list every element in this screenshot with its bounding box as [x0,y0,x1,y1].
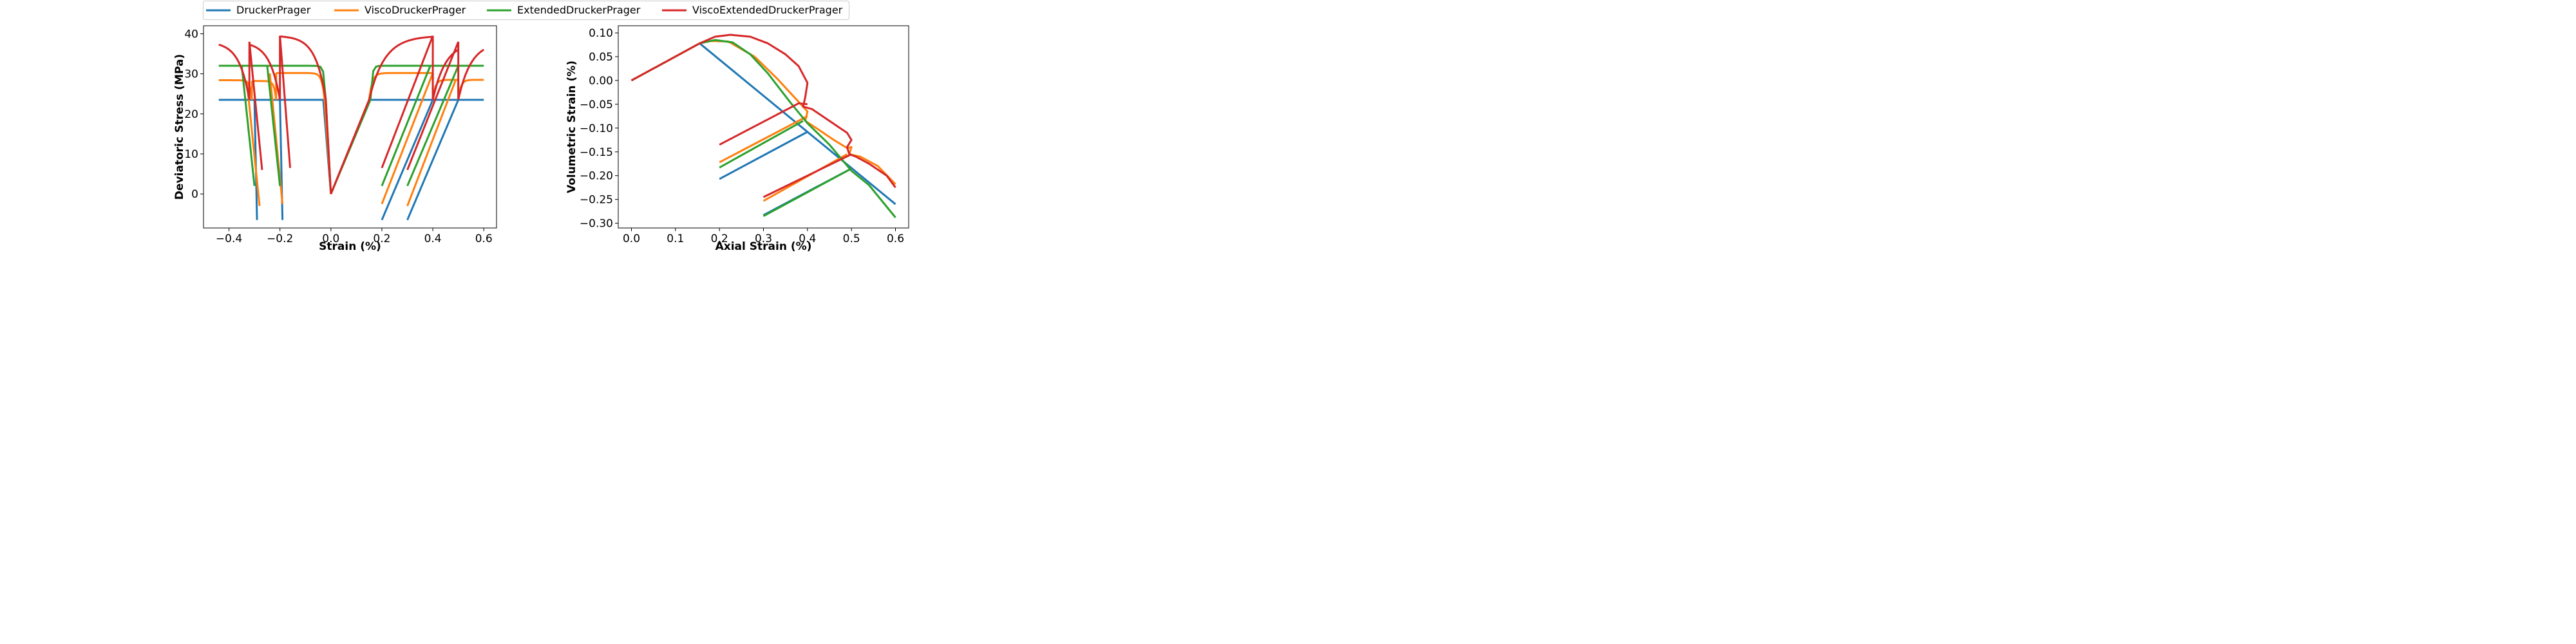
x-tick-label-1: 0.1 [667,232,684,245]
series-line-2-4 [381,65,431,187]
legend: DruckerPrager ViscoDruckerPrager ExtendedD… [203,1,849,20]
series-ExtendedDruckerPrager [630,39,896,218]
series-line-2-2 [762,167,852,217]
y-tick-label-4: 40 [184,28,198,41]
series-line-0-4 [381,99,434,221]
series-ViscoExtendedDruckerPrager [218,35,485,194]
series-line-3-7 [330,35,433,194]
series-line-1-0 [630,40,896,185]
x-tick-label-3: 0.3 [755,232,772,245]
y-tick-label-2: 0.00 [589,75,613,88]
legend-label-3: ViscoExtendedDruckerPrager [692,4,843,16]
series-line-3-1 [719,102,808,146]
series-line-3-5 [248,41,263,170]
x-tick-label-0: −0.4 [216,232,242,245]
x-axis-label: Strain (%) [319,240,381,252]
plot-frame [203,25,497,229]
y-tick-label-8: −0.30 [580,218,613,231]
series-line-2-2 [266,66,281,186]
series-line-1-2 [251,80,278,100]
series-line-0-5 [406,99,460,221]
series-line-3-0 [279,35,332,194]
x-tick-label-3: 0.2 [373,232,390,245]
y-tick-label-1: 10 [184,148,198,161]
y-tick-label-4: −0.10 [580,122,613,135]
series-line-3-0 [630,33,896,189]
x-tick-label-2: 0.2 [711,232,728,245]
series-line-3-12 [381,35,434,169]
plot-area [630,33,896,218]
legend-label-2: ExtendedDruckerPrager [517,4,641,16]
x-tick-label-4: 0.4 [424,232,442,245]
legend-frame [203,1,849,20]
y-tick-label-5: −0.15 [580,146,613,159]
y-axis-label: Deviatoric Stress (MPa) [173,54,186,200]
legend-label-0: DruckerPrager [236,4,311,16]
series-line-2-1 [719,120,804,169]
plot-frame [618,25,909,229]
y-tick-label-0: 0 [191,188,198,201]
y-tick-label-6: −0.20 [580,170,613,183]
figure: DruckerPrager ViscoDruckerPrager ExtendedD… [173,1,909,252]
y-tick-label-2: 20 [184,108,198,121]
x-tick-label-5: 0.5 [843,232,860,245]
series-line-3-6 [279,35,292,168]
x-tick-label-2: 0.0 [322,232,339,245]
series-line-2-1 [240,66,256,186]
series-line-0-3 [330,99,484,194]
series-line-3-13 [406,41,460,171]
plot-area [218,35,485,221]
x-axis-label: Axial Strain (%) [715,240,812,252]
y-tick-label-1: 0.05 [589,51,613,64]
series-line-3-4 [218,43,251,100]
series-line-1-5 [245,80,261,206]
y-tick-label-3: −0.05 [580,99,613,111]
series-line-2-5 [406,65,460,187]
volumetric-strain-chart: 0.0 0.1 0.2 0.3 0.4 0.5 0.6 0.10 0.05 0.00 −0.05 −0… [565,25,909,252]
legend-label-1: ViscoDruckerPrager [365,4,466,16]
series-line-2-3 [330,64,484,194]
series-ViscoExtendedDruckerPrager [630,33,896,198]
x-tick-label-4: 0.4 [799,232,816,245]
series-ExtendedDruckerPrager [218,64,484,194]
series-line-0-1 [719,131,808,180]
y-tick-label-7: −0.25 [580,194,613,207]
series-line-3-2 [762,153,852,198]
series-line-1-13 [406,79,457,207]
x-tick-label-5: 0.6 [475,232,493,245]
x-tick-label-1: −0.2 [267,232,293,245]
series-line-2-0 [630,39,896,218]
series-line-1-1 [719,115,808,164]
series-line-2-0 [218,64,332,194]
y-axis-label: Volumetric Strain (%) [565,61,578,193]
series-line-1-12 [381,72,434,205]
x-tick-label-6: 0.6 [887,232,904,245]
deviatoric-stress-chart: −0.4 −0.2 0.0 0.2 0.4 0.6 0 10 20 30 40 Strain (%) D… [173,25,497,252]
series-line-3-2 [249,43,281,100]
y-tick-label-0: 0.10 [589,27,613,40]
x-tick-label-0: 0.0 [623,232,640,245]
series-line-1-0 [276,71,332,194]
series-ViscoDruckerPrager [218,71,484,207]
series-line-1-7 [330,71,433,194]
y-tick-label-3: 30 [184,68,198,81]
series-line-3-11 [457,48,485,100]
